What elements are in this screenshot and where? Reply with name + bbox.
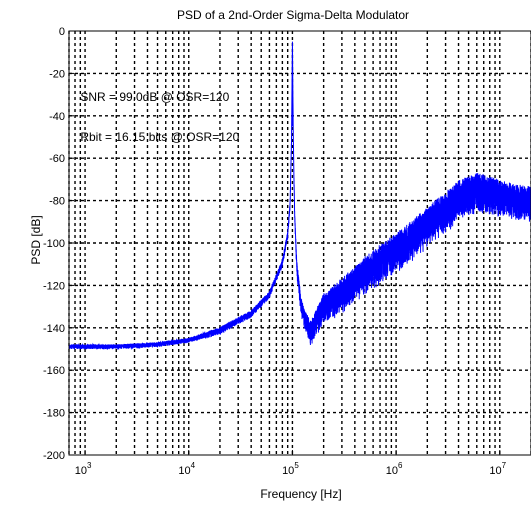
y-tick-label: -180 xyxy=(43,408,65,420)
y-tick-label: -200 xyxy=(43,450,65,462)
y-tick-label: -60 xyxy=(49,153,65,165)
x-tick-label: 107 xyxy=(489,461,506,477)
y-tick-label: -140 xyxy=(43,323,65,335)
annotation-text: SNR = 99.0dB @ OSR=120 xyxy=(80,90,229,104)
annotations: SNR = 99.0dB @ OSR=120 Rbit = 16.15 bits … xyxy=(80,90,239,144)
psd-series-line xyxy=(69,41,531,351)
y-tick-label: -160 xyxy=(43,365,65,377)
x-tick-label: 105 xyxy=(282,461,299,477)
y-tick-label: -20 xyxy=(49,68,65,80)
annotation-text: Rbit = 16.15 bits @ OSR=120 xyxy=(80,130,239,144)
plot-area xyxy=(69,41,531,351)
y-tick-label: -80 xyxy=(49,196,65,208)
x-axis-ticks: 103 104 105 106 107 xyxy=(75,450,507,477)
y-tick-label: 0 xyxy=(59,26,65,38)
x-axis-label: Frequency [Hz] xyxy=(260,487,341,501)
chart-title: PSD of a 2nd-Order Sigma-Delta Modulator xyxy=(177,8,409,22)
x-tick-label: 104 xyxy=(178,461,195,477)
y-tick-label: -100 xyxy=(43,238,65,250)
y-axis-ticks: 0 -20 -40 -60 -80 -100 -120 -140 -160 -180 -200 xyxy=(43,26,74,462)
x-tick-label: 103 xyxy=(75,461,92,477)
y-axis-label: PSD [dB] xyxy=(29,215,43,264)
y-tick-label: -40 xyxy=(49,111,65,123)
x-tick-label: 106 xyxy=(386,461,403,477)
y-tick-label: -120 xyxy=(43,280,65,292)
